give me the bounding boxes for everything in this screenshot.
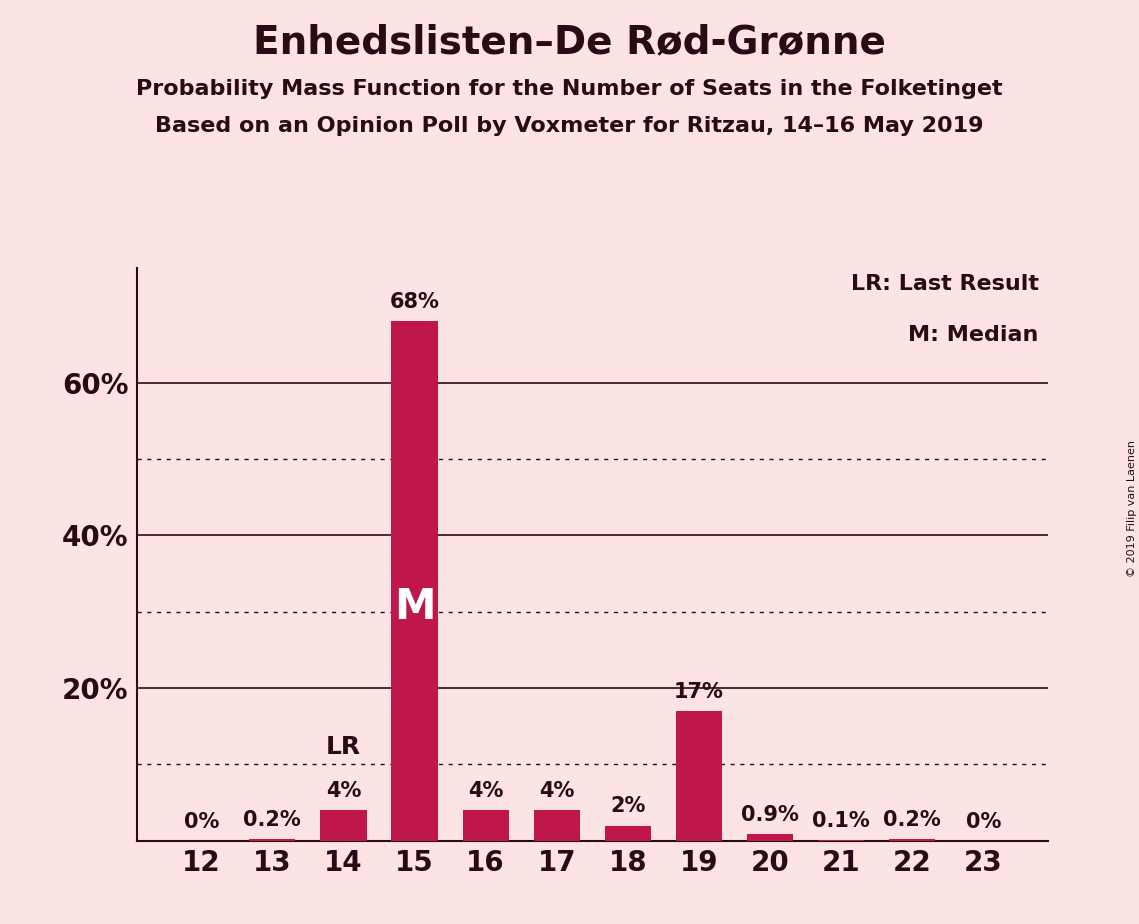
Text: 4%: 4% <box>468 781 503 801</box>
Bar <box>462 810 509 841</box>
Text: Probability Mass Function for the Number of Seats in the Folketinget: Probability Mass Function for the Number… <box>137 79 1002 99</box>
Bar <box>747 834 793 841</box>
Text: M: Median: M: Median <box>909 325 1039 346</box>
Text: 0%: 0% <box>966 811 1001 832</box>
Bar <box>249 839 295 841</box>
Text: 0.2%: 0.2% <box>884 810 941 830</box>
Bar <box>320 810 367 841</box>
Text: 0.9%: 0.9% <box>741 805 798 825</box>
Text: LR: LR <box>326 736 361 760</box>
Text: 2%: 2% <box>611 796 646 817</box>
Bar <box>890 839 935 841</box>
Text: 0.2%: 0.2% <box>244 810 301 830</box>
Bar <box>533 810 580 841</box>
Text: 0%: 0% <box>183 811 219 832</box>
Bar <box>675 711 722 841</box>
Text: 4%: 4% <box>539 781 574 801</box>
Text: Based on an Opinion Poll by Voxmeter for Ritzau, 14–16 May 2019: Based on an Opinion Poll by Voxmeter for… <box>155 116 984 136</box>
Text: 17%: 17% <box>674 682 724 702</box>
Text: Enhedslisten–De Rød-Grønne: Enhedslisten–De Rød-Grønne <box>253 23 886 61</box>
Text: © 2019 Filip van Laenen: © 2019 Filip van Laenen <box>1126 440 1137 577</box>
Bar <box>392 322 437 841</box>
Text: 0.1%: 0.1% <box>812 811 870 831</box>
Text: LR: Last Result: LR: Last Result <box>851 274 1039 294</box>
Text: 68%: 68% <box>390 292 440 312</box>
Bar <box>605 825 652 841</box>
Text: 4%: 4% <box>326 781 361 801</box>
Text: M: M <box>394 586 435 628</box>
